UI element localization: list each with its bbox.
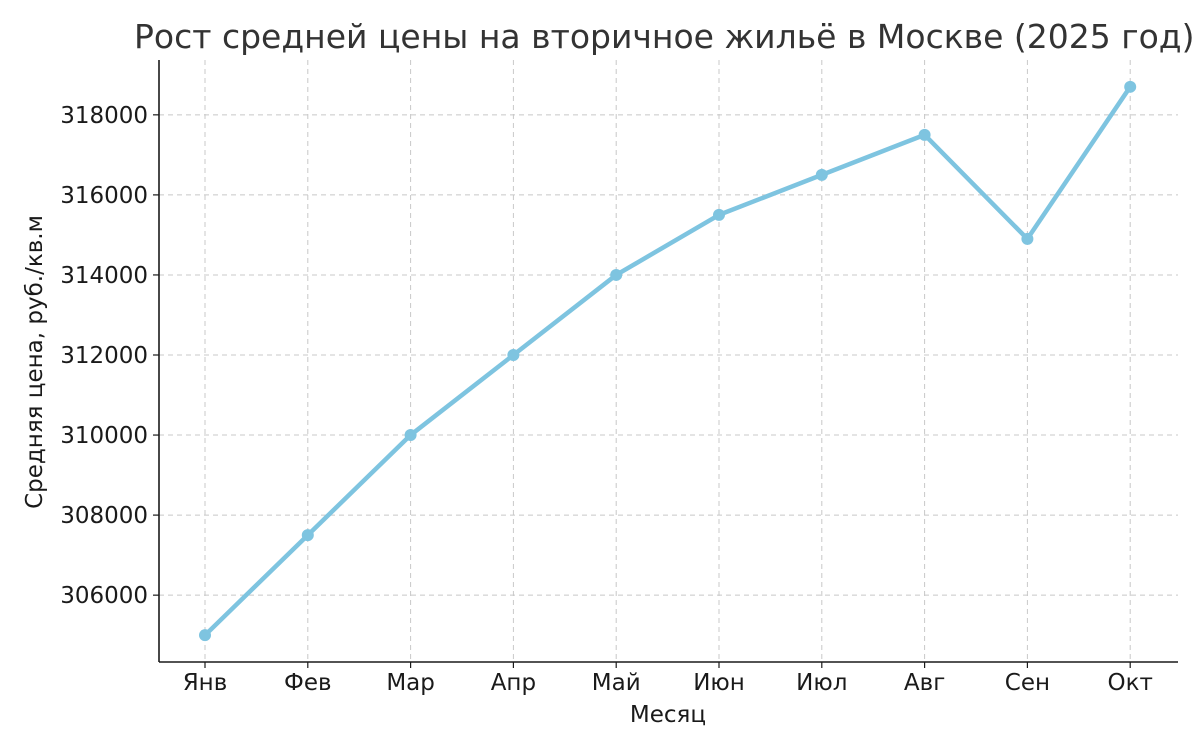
x-tick-label: Авг [904, 670, 945, 696]
y-tick-label: 316000 [60, 183, 148, 209]
y-axis-label: Средняя цена, руб./кв.м [22, 215, 48, 509]
data-point [199, 629, 211, 642]
x-tick-label: Май [592, 670, 641, 696]
x-tick-label: Сен [1005, 670, 1050, 696]
axes [158, 60, 1178, 663]
data-point [301, 529, 314, 542]
x-tick-label: Фев [284, 670, 332, 696]
x-tick-label: Июн [693, 670, 745, 696]
x-axis-ticks: Янв Фев Мар Апр Май Июн Июл Авг Сен Окт [183, 662, 1153, 696]
y-tick-label: 318000 [60, 103, 148, 129]
data-point [918, 128, 931, 141]
x-tick-label: Янв [183, 670, 228, 696]
series-line [202, 84, 1133, 638]
data-series [199, 80, 1137, 642]
data-point [1124, 80, 1137, 93]
data-point [815, 168, 828, 181]
data-point [713, 208, 725, 221]
data-point [507, 348, 520, 361]
x-tick-label: Июл [796, 670, 847, 696]
y-tick-label: 312000 [60, 343, 148, 369]
data-point [1021, 232, 1034, 245]
data-point [404, 429, 417, 442]
x-tick-label: Окт [1107, 670, 1152, 696]
y-axis-ticks: 306000 308000 310000 312000 314000 316000 3180… [60, 103, 159, 609]
x-tick-label: Мар [386, 670, 435, 696]
y-tick-label: 306000 [60, 583, 148, 609]
y-tick-label: 310000 [60, 423, 148, 449]
x-axis-label: Месяц [630, 702, 706, 728]
data-point [610, 268, 623, 281]
chart-title: Рост средней цены на вторичное жильё в М… [134, 17, 1194, 56]
y-tick-label: 308000 [60, 503, 148, 529]
x-tick-label: Апр [491, 670, 536, 696]
grid [159, 60, 1178, 662]
y-tick-label: 314000 [60, 263, 148, 289]
